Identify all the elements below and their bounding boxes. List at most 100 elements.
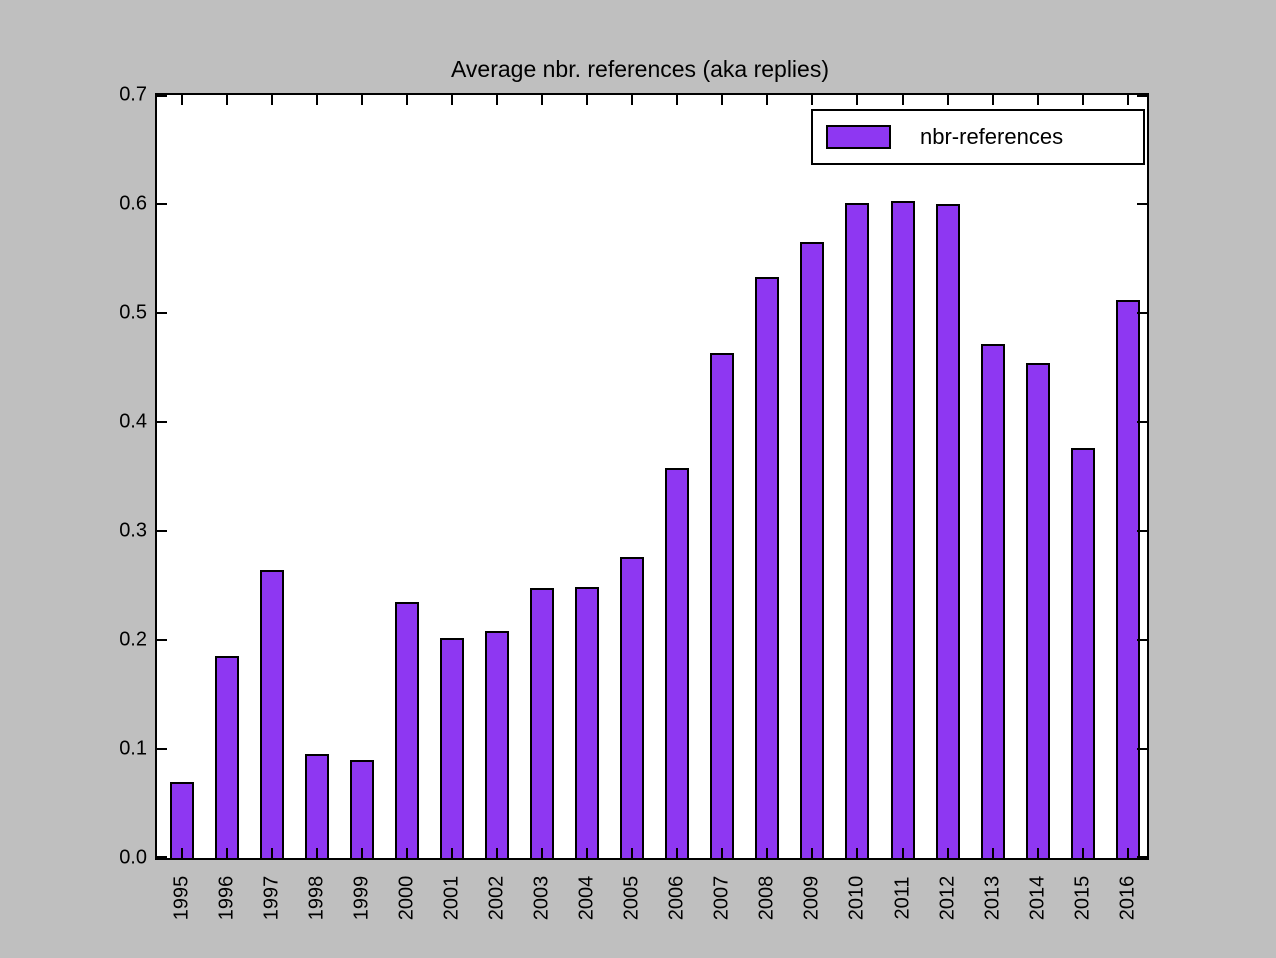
xtick-top-1995 bbox=[180, 95, 183, 105]
xtick-bottom-2000 bbox=[405, 848, 408, 858]
xtick-top-2012 bbox=[946, 95, 949, 105]
ytick-left-0.1 bbox=[157, 748, 167, 750]
legend: nbr-references bbox=[811, 109, 1145, 165]
xtick-bottom-2001 bbox=[451, 848, 453, 858]
xtick-label-2012: 2012 bbox=[936, 875, 959, 921]
ytick-left-0.5 bbox=[157, 312, 167, 314]
xtick-bottom-1997 bbox=[270, 848, 273, 858]
xtick-label-2003: 2003 bbox=[530, 875, 553, 921]
bar-2009 bbox=[800, 242, 825, 858]
xtick-bottom-1998 bbox=[315, 848, 318, 858]
bar-2011 bbox=[890, 201, 915, 858]
ytick-left-0.7 bbox=[157, 95, 167, 97]
xtick-bottom-1999 bbox=[360, 848, 363, 858]
bar-2000 bbox=[394, 602, 419, 858]
xtick-top-1999 bbox=[360, 95, 363, 105]
xtick-top-2016 bbox=[1126, 95, 1129, 105]
xtick-top-2003 bbox=[541, 95, 544, 105]
xtick-bottom-2016 bbox=[1126, 848, 1129, 858]
xtick-bottom-2015 bbox=[1081, 848, 1084, 858]
ytick-right-0.7 bbox=[1137, 95, 1147, 97]
bar-2010 bbox=[845, 203, 870, 858]
bar-2003 bbox=[530, 588, 555, 858]
bar-1998 bbox=[304, 754, 329, 858]
xtick-bottom-2009 bbox=[811, 848, 814, 858]
xtick-label-2000: 2000 bbox=[395, 875, 418, 921]
xtick-label-2013: 2013 bbox=[981, 875, 1004, 921]
bar-2002 bbox=[485, 631, 510, 858]
bar-2014 bbox=[1025, 363, 1050, 858]
xtick-bottom-2005 bbox=[631, 848, 634, 858]
bar-2015 bbox=[1070, 448, 1095, 858]
ytick-right-0.0 bbox=[1137, 856, 1147, 858]
xtick-label-2011: 2011 bbox=[891, 876, 913, 920]
xtick-bottom-1996 bbox=[225, 848, 228, 858]
xtick-label-2008: 2008 bbox=[755, 875, 778, 921]
xtick-top-1998 bbox=[315, 95, 318, 105]
xtick-top-1997 bbox=[270, 95, 273, 105]
ytick-right-0.5 bbox=[1137, 312, 1147, 314]
ytick-label-0.2: 0.2 bbox=[119, 628, 147, 651]
xtick-label-2010: 2010 bbox=[845, 875, 868, 921]
xtick-top-2005 bbox=[631, 95, 634, 105]
xtick-label-2014: 2014 bbox=[1026, 875, 1049, 921]
ytick-right-0.1 bbox=[1137, 748, 1147, 750]
ytick-label-0.6: 0.6 bbox=[119, 192, 147, 215]
chart-title: Average nbr. references (aka replies) bbox=[451, 56, 829, 82]
ytick-label-0.3: 0.3 bbox=[119, 519, 147, 542]
xtick-top-2014 bbox=[1036, 95, 1039, 105]
ytick-right-0.6 bbox=[1137, 203, 1147, 205]
ytick-label-0.5: 0.5 bbox=[119, 301, 147, 324]
bar-2005 bbox=[620, 557, 645, 858]
xtick-top-2009 bbox=[811, 95, 814, 105]
xtick-top-2006 bbox=[676, 95, 679, 105]
bar-1996 bbox=[214, 656, 239, 858]
bar-2013 bbox=[980, 344, 1005, 858]
xtick-bottom-2014 bbox=[1036, 848, 1039, 858]
ytick-right-0.2 bbox=[1137, 639, 1147, 641]
xtick-label-2004: 2004 bbox=[575, 875, 598, 921]
ytick-label-0.7: 0.7 bbox=[119, 83, 147, 106]
xtick-bottom-2011 bbox=[901, 848, 904, 858]
bar-2012 bbox=[935, 204, 960, 858]
xtick-bottom-2003 bbox=[541, 848, 544, 858]
ytick-left-0.6 bbox=[157, 203, 167, 205]
bar-2007 bbox=[710, 353, 735, 858]
xtick-bottom-2013 bbox=[991, 848, 994, 858]
xtick-label-1998: 1998 bbox=[305, 875, 328, 921]
xtick-bottom-2006 bbox=[676, 848, 679, 858]
legend-label: nbr-references bbox=[920, 124, 1064, 149]
bar-2006 bbox=[665, 468, 690, 858]
xtick-top-2013 bbox=[991, 95, 994, 105]
xtick-label-2009: 2009 bbox=[800, 875, 823, 921]
xtick-label-2001: 2001 bbox=[440, 875, 463, 921]
ytick-left-0.4 bbox=[157, 421, 167, 423]
plot-area: nbr-references bbox=[155, 93, 1149, 860]
ytick-label-0.4: 0.4 bbox=[119, 410, 147, 433]
xtick-label-2002: 2002 bbox=[485, 875, 508, 921]
bar-1997 bbox=[259, 570, 284, 858]
ytick-right-0.3 bbox=[1137, 530, 1147, 532]
xtick-label-1999: 1999 bbox=[350, 875, 373, 921]
xtick-bottom-2004 bbox=[586, 848, 589, 858]
legend-swatch-icon bbox=[826, 125, 891, 149]
xtick-top-2010 bbox=[856, 95, 859, 105]
xtick-top-2004 bbox=[586, 95, 589, 105]
xtick-bottom-2008 bbox=[766, 848, 769, 858]
xtick-label-2016: 2016 bbox=[1116, 875, 1139, 921]
xtick-top-2000 bbox=[405, 95, 408, 105]
xtick-top-2001 bbox=[451, 95, 453, 105]
xtick-top-2015 bbox=[1081, 95, 1084, 105]
ytick-label-0.0: 0.0 bbox=[119, 846, 147, 869]
bar-1999 bbox=[349, 760, 374, 858]
xtick-bottom-2007 bbox=[721, 848, 724, 858]
xtick-top-1996 bbox=[225, 95, 228, 105]
xtick-bottom-2010 bbox=[856, 848, 859, 858]
xtick-bottom-2012 bbox=[946, 848, 949, 858]
xtick-bottom-1995 bbox=[180, 848, 183, 858]
xtick-label-1996: 1996 bbox=[215, 875, 238, 921]
bar-2001 bbox=[440, 638, 464, 858]
ytick-label-0.1: 0.1 bbox=[119, 737, 147, 760]
ytick-left-0.2 bbox=[157, 639, 167, 641]
xtick-label-2005: 2005 bbox=[620, 875, 643, 921]
